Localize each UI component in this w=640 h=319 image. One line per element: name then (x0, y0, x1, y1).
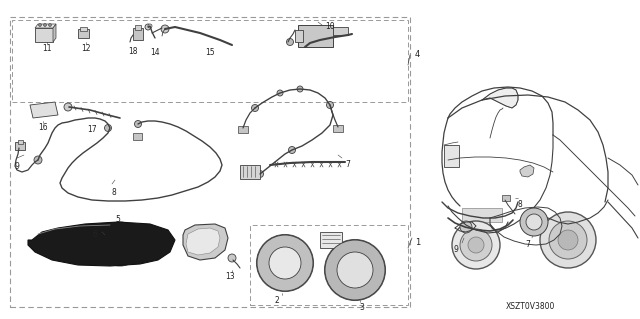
Text: 8: 8 (518, 200, 522, 209)
Circle shape (257, 235, 313, 291)
Text: 2: 2 (275, 296, 280, 305)
Circle shape (341, 256, 369, 284)
Circle shape (257, 170, 264, 177)
Bar (250, 225, 408, 305)
Polygon shape (482, 88, 518, 108)
Circle shape (252, 105, 259, 112)
Circle shape (326, 101, 333, 108)
Bar (18, 140, 23, 144)
Bar (502, 195, 510, 201)
Circle shape (228, 254, 236, 262)
Bar (135, 25, 141, 30)
Text: 5: 5 (116, 215, 120, 224)
Bar (462, 208, 502, 222)
Text: 8: 8 (112, 188, 116, 197)
Circle shape (44, 24, 47, 26)
Circle shape (540, 212, 596, 268)
Bar (320, 232, 342, 248)
Bar (295, 30, 303, 42)
Circle shape (269, 247, 301, 279)
Circle shape (145, 24, 151, 30)
Circle shape (549, 221, 587, 259)
Bar (298, 25, 333, 47)
Circle shape (34, 156, 42, 164)
Circle shape (337, 252, 373, 288)
Circle shape (49, 24, 51, 26)
Polygon shape (35, 24, 56, 28)
Bar (333, 27, 348, 35)
Bar (240, 165, 260, 179)
Circle shape (64, 103, 72, 111)
Circle shape (333, 248, 377, 292)
Text: 18: 18 (128, 47, 138, 56)
Circle shape (104, 228, 136, 260)
Text: 10: 10 (325, 22, 335, 31)
Text: 4: 4 (415, 50, 420, 59)
Text: 17: 17 (87, 125, 97, 134)
Text: 6: 6 (93, 230, 97, 239)
Text: 7: 7 (345, 160, 350, 169)
Circle shape (287, 39, 294, 46)
Text: 7: 7 (525, 240, 531, 249)
Circle shape (325, 240, 385, 300)
Text: 11: 11 (42, 44, 52, 53)
Text: 9: 9 (454, 245, 458, 254)
Circle shape (520, 208, 548, 236)
Bar (133, 28, 143, 40)
Circle shape (452, 221, 500, 269)
Circle shape (289, 146, 296, 153)
Bar (80, 27, 87, 31)
Circle shape (526, 214, 542, 230)
Polygon shape (186, 228, 220, 255)
Text: 16: 16 (38, 123, 48, 132)
Circle shape (468, 237, 484, 253)
Circle shape (161, 25, 169, 33)
Circle shape (558, 230, 578, 250)
Bar (333, 125, 343, 132)
Bar (78, 29, 89, 38)
Circle shape (134, 121, 141, 128)
Text: 12: 12 (81, 44, 91, 53)
Polygon shape (30, 102, 58, 118)
Text: 3: 3 (360, 303, 364, 312)
Circle shape (460, 229, 492, 261)
Polygon shape (183, 224, 228, 260)
Circle shape (98, 222, 142, 266)
Bar (10, 17, 410, 307)
Polygon shape (520, 165, 534, 177)
Text: 9: 9 (15, 162, 19, 171)
Circle shape (271, 249, 299, 277)
Polygon shape (28, 222, 175, 266)
Bar (238, 126, 248, 133)
Polygon shape (53, 24, 56, 42)
Text: 1: 1 (415, 238, 420, 247)
Circle shape (460, 221, 472, 233)
Circle shape (104, 124, 111, 131)
Circle shape (110, 234, 130, 254)
Circle shape (277, 90, 283, 96)
Text: XSZT0V3800: XSZT0V3800 (506, 302, 555, 311)
Text: 13: 13 (225, 272, 235, 281)
Bar (35, 28, 53, 42)
Bar (133, 133, 142, 140)
Circle shape (38, 24, 42, 26)
Bar (444, 145, 459, 167)
Circle shape (347, 262, 363, 278)
Circle shape (263, 241, 307, 285)
Bar (15, 142, 25, 150)
Bar (12, 20, 408, 102)
Circle shape (148, 24, 152, 28)
Text: 14: 14 (150, 48, 160, 57)
Text: 15: 15 (205, 48, 215, 57)
Circle shape (297, 86, 303, 92)
